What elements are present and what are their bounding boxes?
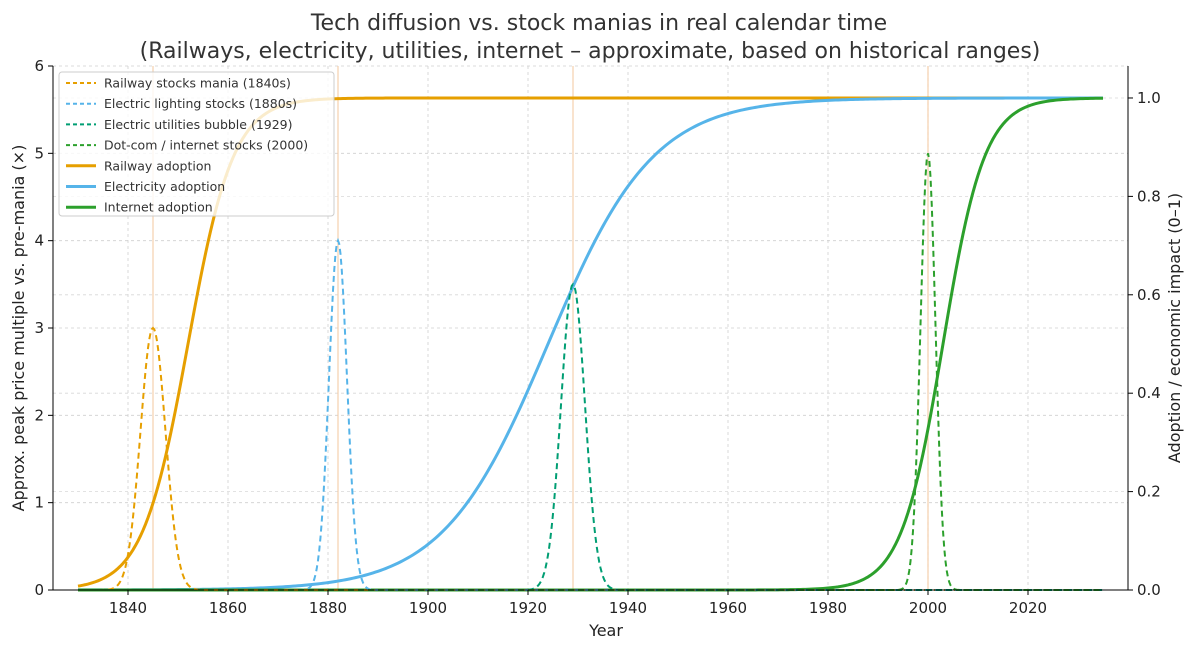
y-right-tick-label: 0.2 [1137,483,1161,501]
x-tick-label: 1880 [309,599,347,617]
adoption-line-1 [78,96,1103,592]
x-tick-label: 1940 [609,599,647,617]
y-right-tick-label: 0.8 [1137,187,1161,205]
y-right-tick-label: 0.4 [1137,384,1161,402]
x-tick-label: 1980 [809,599,847,617]
legend-box [58,71,335,217]
mania-line-2 [78,282,1103,591]
legend-entry-label: Railway stocks mania (1840s) [104,76,291,91]
mania-line-3 [78,153,1103,591]
chart-title-line-2: (Railways, electricity, utilities, inter… [140,39,1041,64]
x-tick-label: 1960 [709,599,747,617]
legend-entry-label: Electricity adoption [104,179,225,194]
y-axis-right-label: Adoption / economic impact (0–1) [1165,193,1184,463]
legend: Railway stocks mania (1840s) Electric lig… [58,71,335,217]
y-left-tick-label: 2 [34,406,44,424]
legend-entry-label: Electric utilities bubble (1929) [104,117,293,132]
tick-labels: 1840 1860 1880 1900 1920 1940 1960 1980 2000 2020… [34,57,1160,617]
y-right-tick-label: 0.6 [1137,286,1161,304]
y-axis-left-label: Approx. peak price multiple vs. pre-mani… [9,145,28,512]
legend-entry-label: Dot-com / internet stocks (2000) [104,138,308,153]
x-tick-label: 1860 [209,599,247,617]
x-axis-label: Year [588,621,623,640]
y-left-tick-label: 1 [34,494,44,512]
x-tick-label: 1840 [109,599,147,617]
y-left-tick-label: 0 [34,581,44,599]
y-left-tick-label: 6 [34,57,44,75]
x-tick-label: 2000 [909,599,947,617]
y-left-tick-label: 3 [34,319,44,337]
x-tick-label: 2020 [1009,599,1047,617]
x-tick-label: 1920 [509,599,547,617]
y-right-tick-label: 0.0 [1137,581,1161,599]
x-tick-label: 1900 [409,599,447,617]
legend-entry-label: Electric lighting stocks (1880s) [104,96,297,111]
y-right-tick-label: 1.0 [1137,89,1161,107]
legend-entry-label: Internet adoption [104,200,213,215]
chart-title-line-1: Tech diffusion vs. stock manias in real … [310,11,887,36]
y-left-tick-label: 4 [34,232,44,250]
legend-entry-label: Railway adoption [104,158,211,173]
y-left-tick-label: 5 [34,144,44,162]
mania-line-0 [78,326,1103,591]
